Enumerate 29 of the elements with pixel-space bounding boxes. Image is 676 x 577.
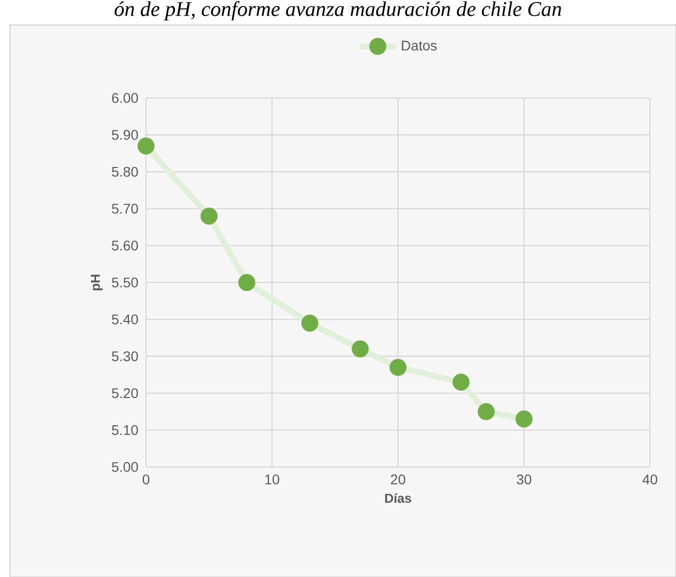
- x-axis-title: Días: [385, 493, 412, 503]
- y-tick-label: 5.50: [112, 278, 138, 288]
- x-tick-label: 20: [390, 474, 406, 484]
- legend-label: Datos: [402, 40, 437, 51]
- y-tick-label: 6.00: [112, 93, 138, 103]
- point: [200, 208, 218, 225]
- point: [352, 340, 369, 358]
- y-tick-label: 5.40: [112, 314, 138, 324]
- point: [452, 374, 470, 391]
- x-tick-label: 10: [265, 474, 280, 484]
- y-tick-label: 5.80: [112, 166, 138, 177]
- y-tick-label: 5.00: [112, 462, 138, 472]
- y-tick-label: 5.90: [112, 130, 138, 140]
- point: [478, 403, 495, 420]
- chart-title: ón de pH, conforme avanza maduración de chile Can: [114, 1, 562, 20]
- y-tick-label: 5.70: [112, 204, 138, 214]
- x-tick-label: 0: [142, 474, 150, 484]
- point: [238, 274, 256, 291]
- x-tick-label: 40: [642, 474, 658, 484]
- point: [138, 137, 155, 154]
- point: [301, 314, 318, 332]
- x-tick-label: 30: [516, 474, 532, 484]
- y-tick-label: 5.30: [112, 351, 138, 362]
- point: [390, 358, 407, 376]
- y-tick-label: 5.60: [112, 240, 138, 251]
- point: [516, 410, 533, 428]
- y-tick-label: 5.20: [112, 388, 138, 398]
- y-tick-label: 5.10: [112, 425, 138, 436]
- y-axis-title: pH: [90, 274, 102, 290]
